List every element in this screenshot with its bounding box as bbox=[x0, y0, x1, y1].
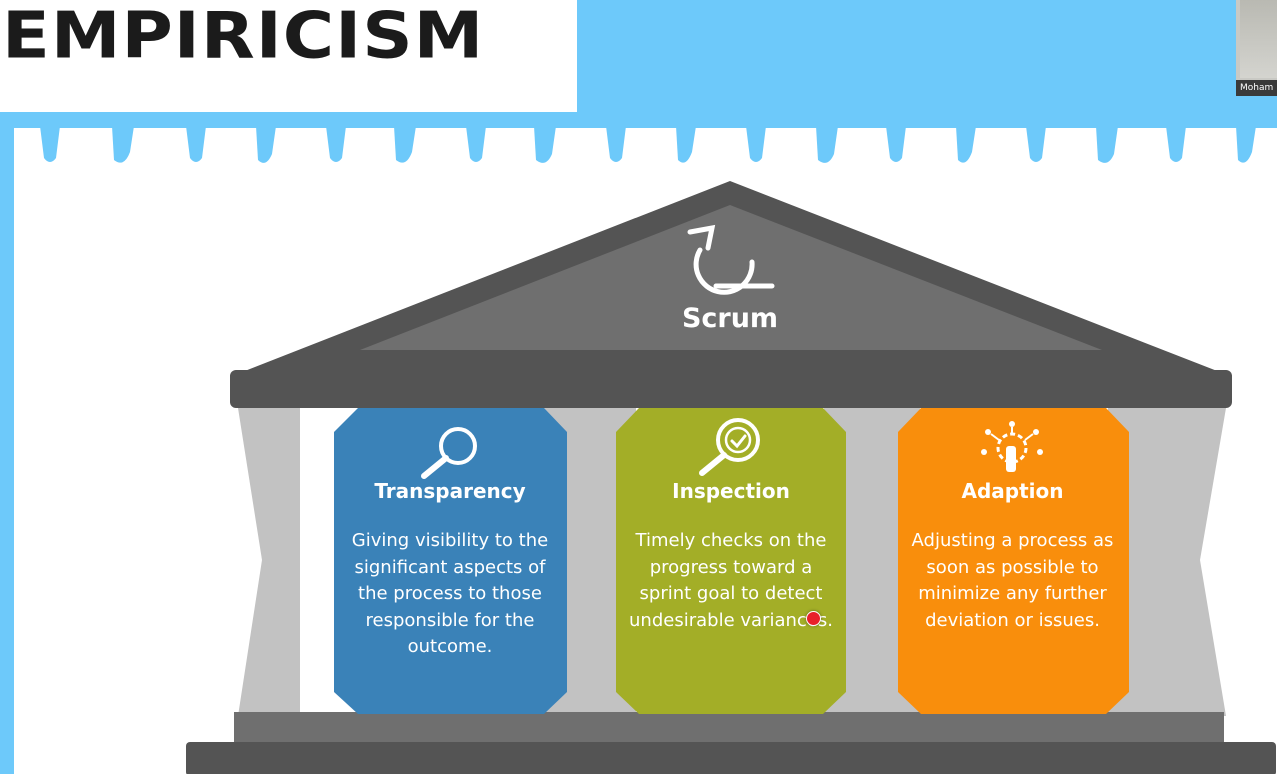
magnifier-check-icon bbox=[699, 418, 760, 476]
pillar-inspection-title: Inspection bbox=[672, 479, 790, 503]
pillar-inspection-text: Inspection Timely checks on the progress… bbox=[625, 479, 837, 634]
participant-name: Moham bbox=[1236, 80, 1277, 96]
slide-title: EMPIRICISM bbox=[2, 0, 485, 74]
adapt-hand-icon bbox=[981, 421, 1043, 472]
participant-video-tile[interactable]: Moham bbox=[1236, 0, 1277, 96]
pillar-adaption-text: Adaption Adjusting a process as soon as … bbox=[905, 479, 1120, 634]
pillar-transparency bbox=[334, 408, 567, 714]
pillar-transparency-text: Transparency Giving visibility to the si… bbox=[342, 479, 558, 661]
pillar-inspection-body: Timely checks on the progress toward a s… bbox=[629, 530, 833, 631]
drip-border bbox=[0, 112, 1277, 163]
participant-video bbox=[1240, 0, 1277, 78]
pillar-transparency-title: Transparency bbox=[374, 479, 526, 503]
pillar-inspection bbox=[616, 408, 846, 714]
pillar-adaption-title: Adaption bbox=[961, 479, 1064, 503]
pillar-adaption bbox=[898, 408, 1129, 714]
pillar-adaption-body: Adjusting a process as soon as possible … bbox=[911, 530, 1114, 631]
scrum-cycle-icon bbox=[687, 224, 775, 295]
temple-step bbox=[234, 712, 1224, 746]
title-box: EMPIRICISM bbox=[0, 0, 577, 112]
temple-roof bbox=[230, 181, 1232, 408]
laser-pointer bbox=[806, 611, 821, 626]
pillar-transparency-body: Giving visibility to the significant asp… bbox=[351, 530, 549, 657]
magnifier-icon bbox=[421, 427, 477, 479]
temple-base bbox=[186, 742, 1276, 774]
roof-label-scrum: Scrum bbox=[681, 303, 779, 334]
